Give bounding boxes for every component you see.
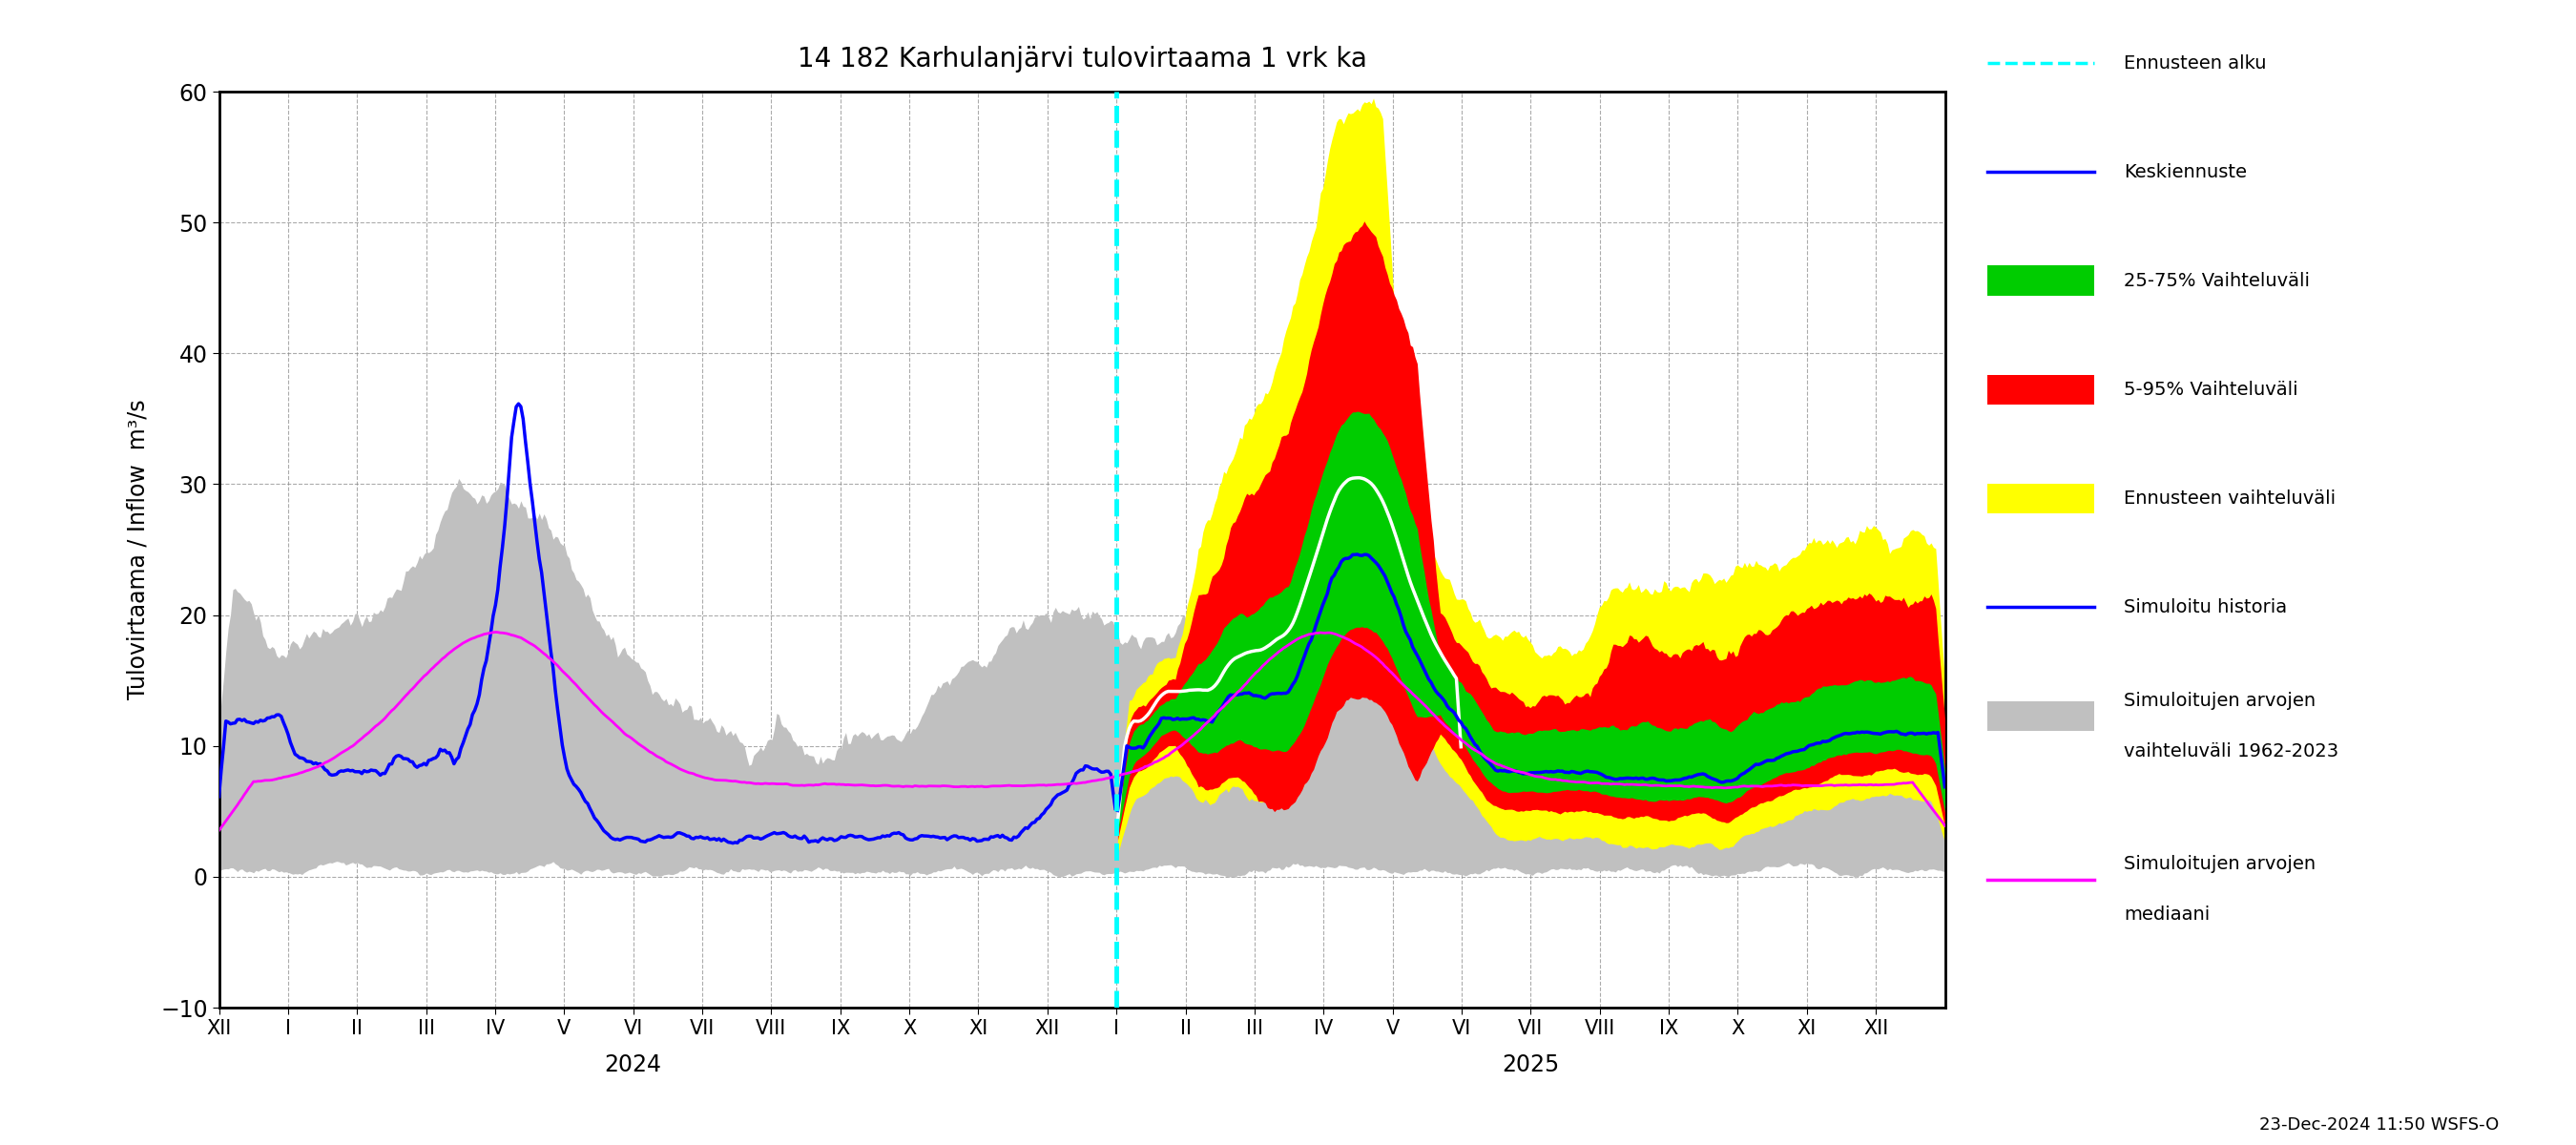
Text: 2024: 2024 bbox=[605, 1053, 662, 1076]
Text: Simuloitujen arvojen: Simuloitujen arvojen bbox=[2123, 855, 2316, 874]
Text: 14 182 Karhulanjärvi tulovirtaama 1 vrk ka: 14 182 Karhulanjärvi tulovirtaama 1 vrk … bbox=[796, 46, 1368, 72]
Text: vaihteluväli 1962-2023: vaihteluväli 1962-2023 bbox=[2123, 742, 2339, 760]
FancyBboxPatch shape bbox=[1989, 266, 2094, 295]
Y-axis label: Tulovirtaama / Inflow  m³/s: Tulovirtaama / Inflow m³/s bbox=[126, 400, 149, 700]
FancyBboxPatch shape bbox=[1989, 483, 2094, 514]
FancyBboxPatch shape bbox=[1989, 374, 2094, 405]
Text: Ennusteen alku: Ennusteen alku bbox=[2123, 54, 2267, 72]
Text: mediaani: mediaani bbox=[2123, 906, 2210, 924]
Text: Simuloitu historia: Simuloitu historia bbox=[2123, 598, 2287, 616]
Text: Ennusteen vaihteluväli: Ennusteen vaihteluväli bbox=[2123, 489, 2336, 507]
Text: Simuloitujen arvojen: Simuloitujen arvojen bbox=[2123, 692, 2316, 710]
Text: 23-Dec-2024 11:50 WSFS-O: 23-Dec-2024 11:50 WSFS-O bbox=[2259, 1116, 2499, 1134]
Text: 25-75% Vaihteluväli: 25-75% Vaihteluväli bbox=[2123, 271, 2311, 290]
Text: Keskiennuste: Keskiennuste bbox=[2123, 163, 2246, 181]
Text: 5-95% Vaihteluväli: 5-95% Vaihteluväli bbox=[2123, 380, 2298, 398]
FancyBboxPatch shape bbox=[1989, 701, 2094, 732]
Text: 2025: 2025 bbox=[1502, 1053, 1558, 1076]
